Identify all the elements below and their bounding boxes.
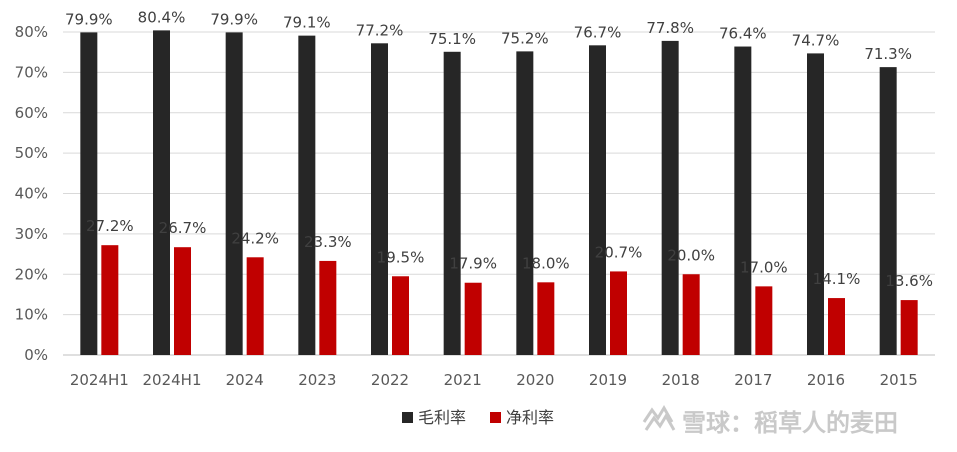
data-label-gross-margin: 77.2%: [356, 21, 404, 39]
legend-label-net-margin: 净利率: [506, 408, 554, 427]
bar-gross-margin: [807, 53, 824, 356]
legend-swatch-gross-margin: [402, 412, 413, 423]
y-tick-label: 60%: [15, 104, 48, 122]
data-label-gross-margin: 76.7%: [574, 23, 622, 41]
data-label-net-margin: 17.0%: [740, 258, 788, 276]
data-label-net-margin: 14.1%: [813, 270, 861, 288]
bar-net-margin: [682, 274, 700, 355]
y-tick-label: 80%: [15, 23, 48, 41]
data-label-net-margin: 20.0%: [667, 246, 715, 264]
data-label-gross-margin: 71.3%: [864, 45, 912, 63]
x-tick-label: 2021: [444, 371, 482, 389]
y-tick-label: 70%: [15, 63, 48, 81]
data-label-gross-margin: 79.9%: [65, 10, 113, 28]
bar-gross-margin: [80, 32, 98, 356]
data-label-net-margin: 23.3%: [304, 233, 352, 251]
bar-net-margin: [537, 282, 555, 355]
bar-gross-margin: [443, 51, 461, 355]
bar-net-margin: [755, 286, 773, 355]
y-tick-label: 20%: [15, 265, 48, 283]
x-tick-label: 2024: [226, 371, 264, 389]
bar-gross-margin: [298, 35, 316, 355]
data-label-net-margin: 27.2%: [86, 217, 134, 235]
watermark: 雪球：稻草人的麦田: [642, 405, 898, 437]
y-tick-label: 10%: [15, 306, 48, 324]
data-label-gross-margin: 75.1%: [428, 30, 476, 48]
data-labels: 79.9% 27.2% 80.4% 26.7% 79.9% 24.2% 79.1% 23.3%…: [65, 8, 933, 290]
data-label-gross-margin: 79.1%: [283, 14, 331, 32]
y-tick-label: 0%: [24, 346, 48, 364]
data-label-gross-margin: 76.4%: [719, 25, 767, 43]
data-label-net-margin: 19.5%: [377, 248, 425, 266]
legend-label-gross-margin: 毛利率: [418, 408, 466, 427]
x-tick-label: 2017: [734, 371, 772, 389]
x-tick-label: 2024H1: [70, 371, 129, 389]
y-tick-label: 40%: [15, 185, 48, 203]
legend: 毛利率 净利率: [402, 408, 554, 427]
x-tick-label: 2015: [880, 371, 918, 389]
watermark-text: 雪球：稻草人的麦田: [682, 409, 898, 437]
y-axis: 0% 10% 20% 30% 40% 50% 60% 70% 80%: [15, 23, 48, 364]
bar-gross-margin: [734, 46, 752, 355]
x-tick-label: 2018: [662, 371, 700, 389]
x-tick-label: 2024H1: [143, 371, 202, 389]
data-label-net-margin: 24.2%: [231, 229, 279, 247]
x-tick-label: 2020: [516, 371, 554, 389]
data-label-gross-margin: 74.7%: [792, 31, 840, 49]
x-tick-label: 2023: [298, 371, 336, 389]
data-label-net-margin: 26.7%: [159, 219, 207, 237]
gridlines: [63, 31, 935, 356]
y-tick-label: 50%: [15, 144, 48, 162]
bar-net-margin: [828, 298, 845, 355]
bar-net-margin: [246, 257, 264, 355]
bar-net-margin: [392, 276, 409, 355]
x-tick-label: 2016: [807, 371, 845, 389]
bar-gross-margin: [371, 43, 388, 356]
data-label-net-margin: 18.0%: [522, 254, 570, 272]
bar-gross-margin: [661, 40, 679, 355]
x-tick-label: 2022: [371, 371, 409, 389]
x-axis: 2024H1 2024H1 2024 2023 2022 2021 2020 2019 2018…: [70, 371, 918, 389]
bars: [80, 30, 918, 356]
bar-gross-margin: [516, 51, 534, 355]
bar-net-margin: [174, 247, 191, 355]
bar-gross-margin: [225, 32, 243, 356]
bar-net-margin: [101, 245, 119, 355]
bar-net-margin: [900, 300, 918, 355]
y-tick-label: 30%: [15, 225, 48, 243]
data-label-net-margin: 13.6%: [885, 272, 933, 290]
snowball-logo-icon: [642, 405, 676, 431]
data-label-gross-margin: 79.9%: [210, 10, 258, 28]
data-label-gross-margin: 75.2%: [501, 29, 549, 47]
bar-net-margin: [464, 282, 482, 355]
data-label-net-margin: 17.9%: [449, 255, 497, 273]
bar-gross-margin: [879, 67, 897, 355]
bar-gross-margin: [153, 30, 170, 355]
data-label-gross-margin: 77.8%: [646, 19, 694, 37]
x-tick-label: 2019: [589, 371, 627, 389]
bar-net-margin: [610, 271, 627, 355]
bar-net-margin: [319, 260, 337, 355]
legend-swatch-net-margin: [490, 412, 501, 423]
data-label-net-margin: 20.7%: [595, 243, 643, 261]
data-label-gross-margin: 80.4%: [138, 8, 186, 26]
bar-gross-margin: [589, 45, 606, 355]
